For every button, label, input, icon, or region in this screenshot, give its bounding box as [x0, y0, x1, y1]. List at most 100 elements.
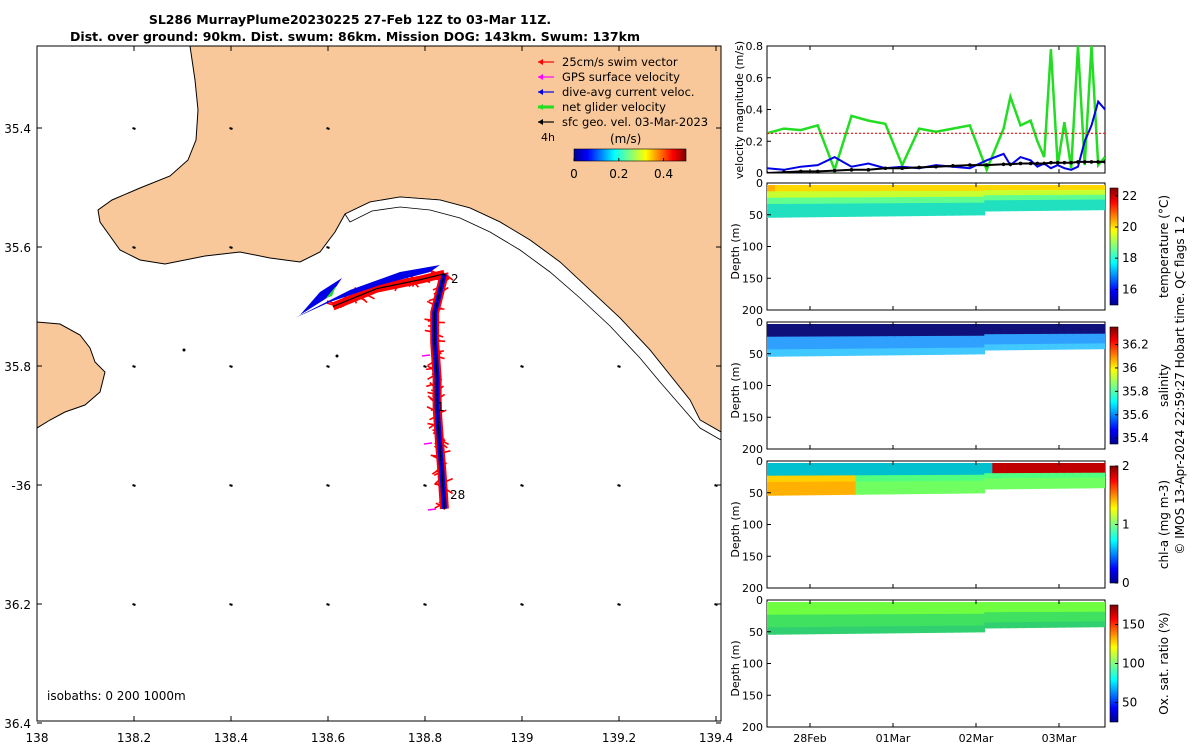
section-cell [984, 205, 994, 212]
geo-velocity-point [1096, 160, 1101, 164]
section-cell [1024, 329, 1034, 336]
section-cell [1048, 338, 1058, 345]
section-cell [944, 208, 953, 216]
section-cell [976, 341, 986, 349]
section-cell [952, 196, 961, 204]
section-cell [807, 210, 817, 218]
section-cell [1008, 329, 1018, 336]
section-cell [911, 626, 921, 634]
section-cell [887, 348, 897, 356]
section-cell [1080, 467, 1090, 474]
section-cell [1048, 333, 1058, 340]
geo-velocity-arrow [617, 484, 621, 487]
section-cell [799, 210, 809, 218]
section-cell [1024, 622, 1034, 629]
section-cell [1056, 185, 1066, 191]
section-colorbar-tick-label: 36.2 [1122, 338, 1149, 352]
chart-title-line-2: Dist. over ground: 90km. Dist. swum: 86k… [70, 29, 640, 44]
map-y-tick-label: 36.2 [4, 598, 31, 612]
section-cell [1048, 606, 1058, 613]
section-cell [823, 469, 833, 477]
section-cell [1008, 205, 1018, 212]
section-cell [1008, 463, 1018, 470]
section-cell [887, 614, 897, 622]
section-cell [936, 185, 945, 192]
section-cell [960, 474, 969, 482]
section-cell [903, 463, 913, 471]
section-cell [871, 614, 881, 622]
section-cell [879, 602, 889, 610]
section-cell [1024, 468, 1034, 475]
section-cell [831, 481, 841, 489]
section-cell [1040, 185, 1050, 191]
section-cell [807, 330, 817, 338]
section-cell [767, 627, 776, 635]
section-cell [976, 463, 986, 470]
section-cell [944, 190, 953, 198]
section-cell [887, 209, 897, 217]
section-cell [815, 342, 825, 350]
section-cell [1048, 194, 1058, 201]
section-cell [871, 185, 881, 193]
section-cell [815, 608, 825, 616]
section-cell [799, 185, 809, 193]
section-cell [1072, 333, 1082, 340]
section-cell [799, 342, 809, 351]
section-cell [895, 481, 905, 489]
section-cell [968, 202, 978, 210]
section-cell [807, 481, 817, 490]
section-cell [1088, 189, 1098, 196]
section-cell [1016, 607, 1026, 614]
section-cell [767, 191, 776, 199]
section-cell [927, 196, 937, 204]
section-cell [1016, 602, 1026, 609]
map-x-tick-label: 139.4 [699, 731, 733, 745]
section-cell [855, 324, 865, 332]
section-cell [815, 197, 825, 205]
section-cell [936, 341, 945, 349]
section-cell [1016, 622, 1026, 629]
geo-velocity-arrow [617, 603, 621, 606]
section-cell [976, 625, 986, 633]
section-cell [791, 342, 800, 351]
map-x-tick-label: 138 [26, 731, 49, 745]
geo-velocity-point [1008, 162, 1013, 167]
section-cell [1008, 473, 1018, 480]
section-cell [1032, 333, 1042, 340]
section-cell [1000, 329, 1010, 336]
section-cell [1096, 472, 1105, 479]
section-cell [823, 324, 833, 332]
section-cell [1064, 602, 1074, 608]
geo-velocity-point [782, 170, 786, 173]
section-cell [984, 612, 994, 619]
section-cell [960, 619, 969, 627]
map-y-tick-label: 35.4 [4, 122, 31, 136]
section-cell [911, 487, 921, 495]
section-cell [927, 208, 937, 216]
section-cell [799, 336, 809, 344]
section-cell [936, 335, 945, 343]
geo-velocity-arrow [423, 603, 427, 606]
geo-velocity-point [1089, 160, 1094, 164]
velocity-y-tick-label: 0.8 [746, 40, 764, 53]
section-cell [1072, 472, 1082, 479]
section-cell [903, 626, 913, 634]
section-cell [863, 602, 873, 610]
section-cell [783, 342, 792, 351]
section-cell [1064, 611, 1074, 618]
section-cell [791, 324, 800, 332]
section-cell [1024, 339, 1034, 346]
section-cell [791, 608, 800, 616]
time-tick-label: 03Mar [1042, 732, 1077, 745]
section-y-tick-label: 0 [756, 316, 763, 329]
section-cell [1024, 478, 1034, 485]
section-cell [847, 608, 857, 616]
section-cell [1000, 607, 1010, 614]
velocity-panel: 0 0.2 0.4 0.6 0.8 velocity magnitude (m/s) [733, 40, 1106, 180]
section-cell [919, 336, 929, 344]
section-cell [815, 469, 825, 477]
glider-track [434, 273, 445, 509]
section-cell [911, 602, 921, 610]
section-cell [1032, 611, 1042, 618]
